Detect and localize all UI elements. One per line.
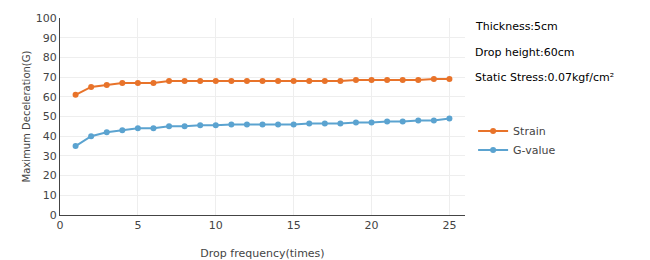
svg-text:0: 0	[57, 219, 64, 232]
svg-text:70: 70	[43, 71, 57, 84]
svg-text:50: 50	[43, 110, 57, 123]
svg-text:60: 60	[43, 91, 57, 104]
svg-text:Drop frequency(times): Drop frequency(times)	[200, 247, 324, 260]
svg-text:0: 0	[50, 209, 57, 222]
svg-text:G-value: G-value	[513, 144, 555, 157]
svg-text:Drop height:60cm: Drop height:60cm	[475, 46, 575, 59]
svg-text:30: 30	[43, 150, 57, 163]
svg-text:90: 90	[43, 32, 57, 45]
svg-text:Thickness:5cm: Thickness:5cm	[475, 20, 558, 33]
svg-text:20: 20	[365, 219, 379, 232]
svg-text:5: 5	[134, 219, 141, 232]
svg-text:Static Stress:0.07kgf/cm²: Static Stress:0.07kgf/cm²	[475, 71, 614, 84]
svg-text:Strain: Strain	[513, 125, 546, 138]
svg-text:25: 25	[442, 219, 456, 232]
svg-text:15: 15	[287, 219, 301, 232]
svg-text:40: 40	[43, 130, 57, 143]
svg-text:100: 100	[36, 12, 57, 25]
svg-text:20: 20	[43, 169, 57, 182]
svg-text:10: 10	[209, 219, 223, 232]
svg-text:10: 10	[43, 189, 57, 202]
svg-text:Maximum Deceleration(G): Maximum Deceleration(G)	[21, 50, 32, 182]
svg-text:80: 80	[43, 51, 57, 64]
